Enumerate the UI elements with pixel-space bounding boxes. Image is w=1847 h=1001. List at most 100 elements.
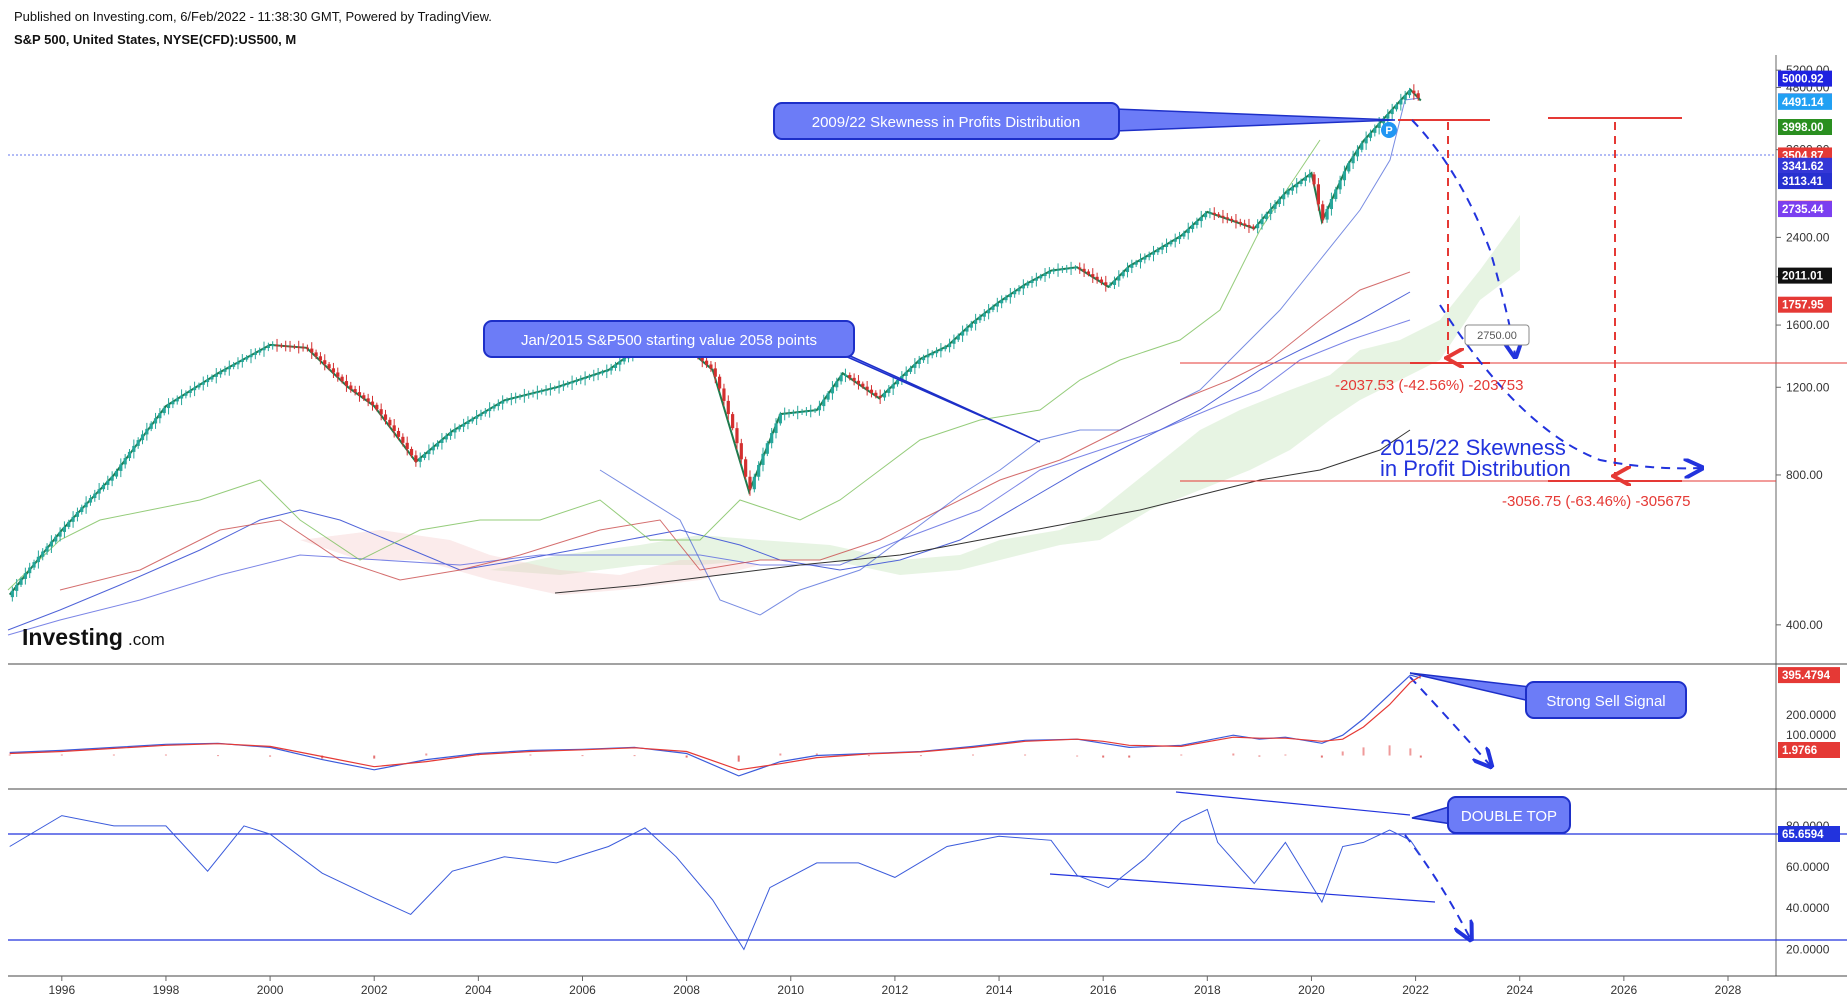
- candle: [1034, 272, 1038, 287]
- svg-text:3998.00: 3998.00: [1782, 122, 1824, 134]
- candle: [1368, 129, 1373, 142]
- candle: [1013, 287, 1017, 298]
- candle: [153, 412, 158, 429]
- candle: [878, 389, 882, 404]
- candle: [1212, 207, 1216, 220]
- candle: [175, 395, 179, 405]
- candle: [123, 454, 127, 469]
- candle: [1308, 169, 1312, 183]
- x-tick-label: 2016: [1090, 983, 1117, 997]
- candle: [609, 363, 613, 375]
- candle: [947, 338, 952, 353]
- candle: [1004, 294, 1008, 303]
- candle: [41, 548, 45, 561]
- candle: [75, 507, 80, 522]
- candle: [1390, 103, 1394, 120]
- candle: [570, 375, 574, 390]
- candle: [15, 578, 19, 597]
- candle: [93, 489, 97, 502]
- candle: [744, 456, 748, 480]
- candle: [370, 395, 375, 411]
- macd-hist-bar: [1409, 748, 1412, 756]
- candle: [67, 519, 71, 530]
- candle: [613, 361, 618, 371]
- candle: [731, 411, 735, 431]
- macd-hist-bar: [217, 755, 220, 757]
- candle: [1117, 270, 1121, 287]
- candle: [1000, 295, 1004, 309]
- candle: [84, 496, 88, 514]
- candle: [1195, 217, 1199, 229]
- x-tick-label: 2000: [257, 983, 284, 997]
- candle: [45, 543, 49, 555]
- candle: [1069, 261, 1073, 275]
- candle: [1156, 247, 1160, 255]
- candle: [1008, 287, 1012, 304]
- price-tags: 5000.924500.544500.544491.143998.003504.…: [1778, 70, 1832, 313]
- candle: [709, 361, 713, 372]
- candle: [1082, 263, 1086, 277]
- candle: [1052, 267, 1056, 275]
- candle: [1251, 224, 1255, 231]
- candle: [987, 304, 991, 320]
- x-tick-label: 2006: [569, 983, 596, 997]
- candle: [908, 365, 913, 375]
- price-series: [8, 84, 1422, 602]
- rsi-value-tag: 65.6594: [1778, 826, 1840, 842]
- candle: [531, 389, 535, 398]
- candle: [1299, 178, 1303, 187]
- candle: [132, 439, 136, 459]
- red-level-2-label: -3056.75 (-63.46%) -305675: [1502, 493, 1690, 510]
- candle: [240, 354, 244, 368]
- candle: [323, 354, 327, 371]
- price-tag: 4491.14: [1778, 93, 1832, 110]
- candle: [574, 377, 579, 386]
- candle: [166, 398, 171, 415]
- candle: [440, 433, 444, 450]
- candle: [600, 369, 605, 376]
- macd-hist-bar: [633, 755, 636, 757]
- candle: [934, 347, 939, 358]
- macd-hist-bar: [8, 754, 11, 756]
- candle: [561, 380, 566, 391]
- double-top-trendline: [1175, 791, 1411, 816]
- candle: [1216, 212, 1221, 218]
- x-tick-label: 1996: [48, 983, 75, 997]
- candle: [1190, 221, 1195, 233]
- candle: [1073, 265, 1078, 271]
- candle: [210, 374, 214, 382]
- callout-2009-text: 2009/22 Skewness in Profits Distribution: [812, 114, 1080, 131]
- candle: [275, 338, 279, 352]
- candle: [1104, 275, 1108, 292]
- candle: [501, 395, 505, 410]
- macd-tick-label: 200.0000: [1786, 708, 1836, 722]
- candle: [119, 458, 123, 478]
- candle: [310, 342, 314, 359]
- candle: [184, 390, 188, 399]
- macd-hist-bar: [1388, 745, 1391, 756]
- target-box: 2750.00: [1464, 324, 1530, 346]
- candle: [917, 355, 921, 369]
- x-tick-label: 2028: [1715, 983, 1742, 997]
- candle: [1256, 219, 1260, 234]
- svg-text:5000.92: 5000.92: [1782, 74, 1824, 86]
- candle: [418, 452, 422, 468]
- candle: [587, 373, 592, 380]
- macd-tags: 395.4794 1.9766: [1778, 667, 1840, 758]
- callout-2009: 2009/22 Skewness in Profits Distribution: [773, 102, 1396, 140]
- blue-skewness-line1: 2015/22 Skewness: [1380, 435, 1566, 460]
- candle: [579, 375, 583, 385]
- rsi-tick-label: 60.0000: [1786, 860, 1830, 874]
- x-tick-label: 2018: [1194, 983, 1221, 997]
- candle: [1238, 218, 1242, 227]
- macd-hist-bar: [164, 754, 167, 756]
- candle: [344, 374, 349, 392]
- candle: [960, 325, 965, 342]
- candle: [19, 576, 23, 588]
- candle: [522, 388, 526, 403]
- candle: [236, 357, 240, 370]
- candle: [583, 371, 587, 386]
- candle: [1243, 219, 1247, 229]
- candle: [1225, 212, 1229, 224]
